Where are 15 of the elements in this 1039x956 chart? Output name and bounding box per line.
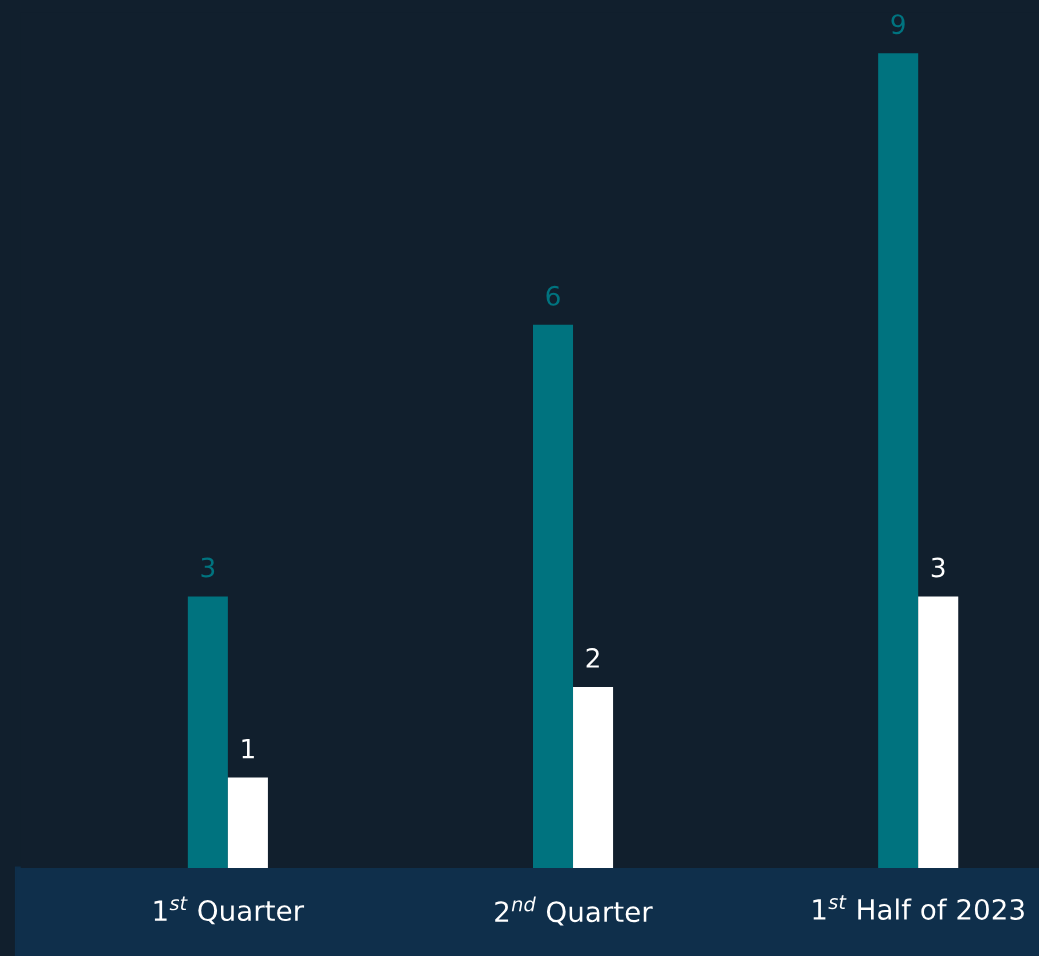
data-label: 2 — [586, 648, 599, 668]
data-label: 9 — [891, 14, 905, 35]
x-tick-label: 1$^{st}$ Half of 2023 — [813, 895, 1024, 920]
data-label: 3 — [931, 557, 945, 578]
data-label: 6 — [546, 285, 560, 306]
data-label: 1 — [242, 738, 254, 759]
x-tick-label: 1$^{st}$ Quarter — [154, 896, 305, 925]
bar — [918, 596, 959, 869]
bar — [573, 686, 614, 869]
x-tick-label: 2$^{nd}$ Quarter — [495, 896, 653, 926]
bar — [878, 53, 919, 869]
bar — [187, 596, 228, 869]
data-label: 3 — [201, 557, 215, 578]
bar — [227, 777, 268, 869]
bar — [533, 324, 574, 869]
